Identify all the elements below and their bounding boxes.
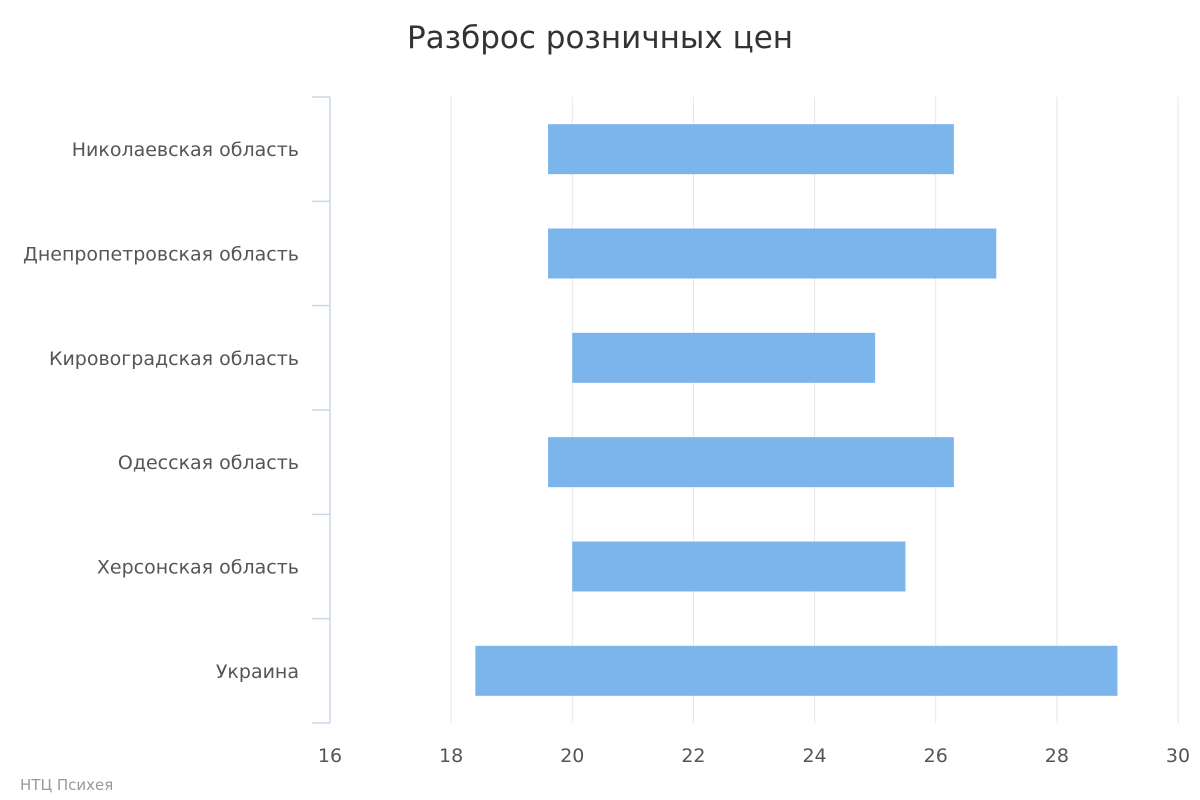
range-bar xyxy=(548,228,997,279)
x-tick-label: 26 xyxy=(924,745,948,767)
y-category-label: Кировоградская область xyxy=(49,348,299,370)
range-bar xyxy=(572,332,876,383)
range-bar xyxy=(475,645,1118,696)
x-tick-label: 24 xyxy=(802,745,826,767)
y-category-label: Украина xyxy=(216,661,299,683)
y-category-label: Николаевская область xyxy=(72,139,299,161)
x-tick-label: 20 xyxy=(560,745,584,767)
range-bar xyxy=(548,124,954,175)
credits[interactable]: НТЦ Психея xyxy=(20,776,113,794)
x-tick-label: 28 xyxy=(1045,745,1069,767)
range-bar xyxy=(548,437,954,488)
chart-title: Разброс розничных цен xyxy=(407,20,793,56)
x-tick-label: 22 xyxy=(681,745,705,767)
y-category-label: Днепропетровская область xyxy=(23,244,299,266)
range-bar xyxy=(572,541,906,592)
y-category-label: Херсонская область xyxy=(97,557,299,579)
x-tick-label: 30 xyxy=(1166,745,1190,767)
x-tick-label: 18 xyxy=(439,745,463,767)
x-tick-label: 16 xyxy=(318,745,342,767)
y-category-label: Одесская область xyxy=(118,452,299,474)
